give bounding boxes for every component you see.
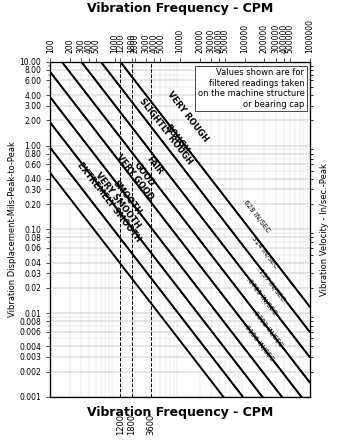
Text: ROUGH: ROUGH bbox=[163, 123, 191, 155]
Title: Vibration Frequency - CPM: Vibration Frequency - CPM bbox=[87, 2, 273, 15]
Text: .0785 IN/SEC: .0785 IN/SEC bbox=[245, 276, 278, 316]
Text: GOOD: GOOD bbox=[132, 161, 156, 188]
Text: .157 IN/SEC: .157 IN/SEC bbox=[256, 266, 285, 303]
Y-axis label: Vibration Velocity - In/sec.-Peak: Vibration Velocity - In/sec.-Peak bbox=[320, 163, 329, 296]
Text: EXTREMELY SMOOTH: EXTREMELY SMOOTH bbox=[76, 161, 143, 244]
Text: FAIR: FAIR bbox=[144, 154, 164, 176]
Text: SMOOTH: SMOOTH bbox=[111, 178, 143, 216]
Text: SLIGHTLY ROUGH: SLIGHTLY ROUGH bbox=[138, 96, 194, 166]
Text: .0196 IN/SEC: .0196 IN/SEC bbox=[242, 322, 274, 362]
Text: .628 IN/SEC: .628 IN/SEC bbox=[241, 197, 271, 233]
Y-axis label: Vibration Displacement-Mils-Peak-to-Peak: Vibration Displacement-Mils-Peak-to-Peak bbox=[8, 142, 17, 317]
Text: .0392 IN/SEC: .0392 IN/SEC bbox=[251, 309, 283, 348]
Text: VERY ROUGH: VERY ROUGH bbox=[165, 90, 210, 143]
X-axis label: Vibration Frequency - CPM: Vibration Frequency - CPM bbox=[87, 406, 273, 419]
Text: VERY GOOD: VERY GOOD bbox=[114, 153, 155, 202]
Text: VERY SMOOTH: VERY SMOOTH bbox=[94, 171, 142, 230]
Text: Values shown are for
filtered readings taken
on the machine structure
or bearing: Values shown are for filtered readings t… bbox=[198, 68, 305, 108]
Text: .314 IN/SEC: .314 IN/SEC bbox=[249, 233, 279, 269]
Text: 3600: 3600 bbox=[147, 414, 156, 435]
Text: 1200: 1200 bbox=[116, 414, 125, 434]
Text: 1800: 1800 bbox=[127, 414, 136, 435]
